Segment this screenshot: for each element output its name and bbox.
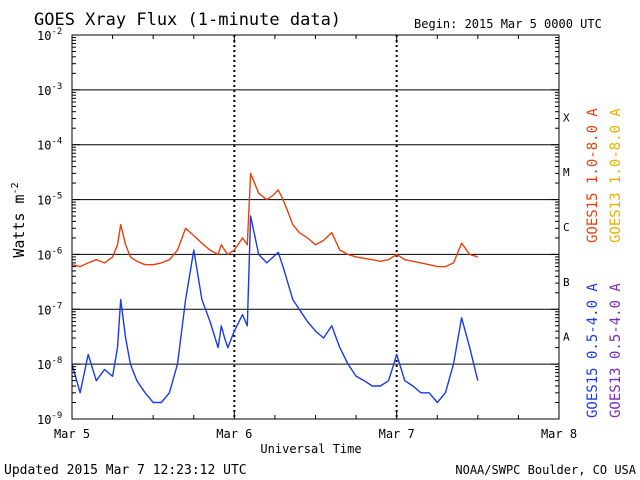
- series-layer: [71, 172, 479, 404]
- legend-label: GOES15 1.0-8.0 A: [585, 108, 601, 243]
- y-tick-exp: -9: [51, 411, 62, 421]
- y-tick-label: 10-4: [37, 137, 62, 153]
- y-tick-exp: -3: [51, 82, 62, 92]
- y-tick-base: 10: [37, 84, 51, 98]
- legend-item: GOES13 1.0-8.0 A: [608, 108, 624, 243]
- y-tick-label: 10-2: [37, 27, 62, 43]
- legend-label: GOES13 0.5-4.0 A: [608, 283, 624, 418]
- y-tick-exp: -5: [51, 192, 62, 202]
- legend-item: GOES15 0.5-4.0 A: [585, 283, 601, 418]
- y-axis-label-sup: -2: [10, 182, 21, 194]
- y-tick-label: 10-5: [37, 192, 62, 208]
- y-tick-exp: -6: [51, 246, 62, 256]
- y-tick-base: 10: [37, 248, 51, 262]
- x-tick-label: Mar 7: [379, 427, 415, 441]
- y-axis-label-text: Watts m: [10, 194, 28, 257]
- y-tick-label: 10-9: [37, 411, 62, 427]
- y-tick-base: 10: [37, 358, 51, 372]
- y-tick-exp: -2: [51, 27, 62, 37]
- y-tick-base: 10: [37, 29, 51, 43]
- y-tick-base: 10: [37, 194, 51, 208]
- legend-item: GOES15 1.0-8.0 A: [585, 108, 601, 243]
- y-tick-label: 10-7: [37, 301, 62, 317]
- y-tick-base: 10: [37, 303, 51, 317]
- flare-class-label: X: [563, 111, 570, 124]
- x-axis-label: Universal Time: [260, 442, 361, 456]
- begin-label: Begin: 2015 Mar 5 0000 UTC: [414, 17, 602, 31]
- y-axis-ticks: 10-910-810-710-610-510-410-310-2: [37, 27, 559, 427]
- series-line: [71, 215, 479, 404]
- legend: GOES15 1.0-8.0 A GOES13 1.0-8.0 A GOES15 0…: [585, 108, 624, 418]
- y-tick-exp: -8: [51, 356, 62, 366]
- y-axis-label-group: Watts m-2: [10, 182, 28, 257]
- y-axis-label: Watts m-2: [10, 182, 28, 257]
- flare-class-label: C: [563, 221, 570, 234]
- legend-item: GOES13 0.5-4.0 A: [608, 283, 624, 418]
- flare-class-labels: A B C M X: [563, 111, 570, 343]
- flare-class-label: M: [563, 166, 570, 179]
- chart-title: GOES Xray Flux (1-minute data): [34, 10, 341, 30]
- x-tick-label: Mar 5: [54, 427, 90, 441]
- y-tick-exp: -7: [51, 301, 62, 311]
- x-axis-ticks: Mar 5 Mar 6 Mar 7 Mar 8: [54, 35, 577, 441]
- legend-label: GOES15 0.5-4.0 A: [585, 283, 601, 418]
- updated-timestamp: Updated 2015 Mar 7 12:23:12 UTC: [4, 463, 247, 478]
- y-tick-label: 10-6: [37, 246, 62, 262]
- flare-class-label: A: [563, 331, 570, 344]
- legend-label: GOES13 1.0-8.0 A: [608, 108, 624, 243]
- decade-gridlines: [72, 89, 559, 365]
- source-credit: NOAA/SWPC Boulder, CO USA: [455, 463, 636, 477]
- x-tick-label: Mar 8: [541, 427, 577, 441]
- y-tick-label: 10-3: [37, 82, 62, 98]
- flare-class-label: B: [563, 276, 570, 289]
- y-tick-label: 10-8: [37, 356, 62, 372]
- y-tick-base: 10: [37, 139, 51, 153]
- x-tick-label: Mar 6: [216, 427, 252, 441]
- y-tick-exp: -4: [51, 137, 62, 147]
- series-line: [71, 172, 479, 268]
- y-tick-base: 10: [37, 413, 51, 427]
